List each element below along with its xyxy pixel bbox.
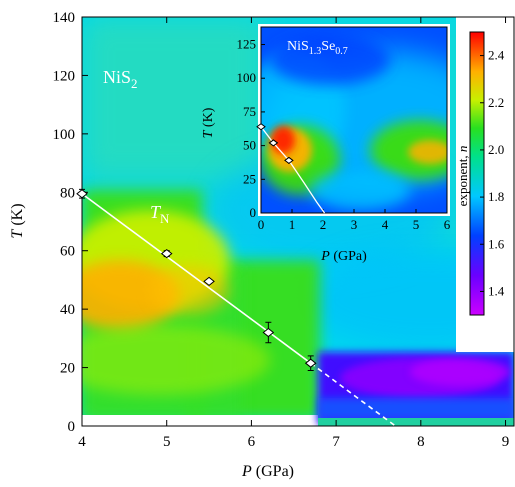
main-y-axis: 0 20 40 60 80 100 120 140: [53, 10, 88, 435]
main-y-tick-label: 120: [53, 68, 76, 84]
colorbar-tick-label: 1.4: [488, 283, 505, 298]
colorbar-tick-label: 1.8: [488, 189, 504, 204]
main-y-tick-label: 40: [60, 302, 75, 318]
inset-y-tick-label: 75: [243, 104, 256, 119]
colorbar-ticks: 1.4 1.6 1.8 2.0 2.2 2.4: [480, 48, 505, 298]
main-axes-frame: [81, 16, 515, 427]
inset-y-tick-label: 25: [243, 171, 256, 186]
main-y-tick-label: 20: [60, 361, 75, 377]
inset-y-tick-label: 50: [243, 138, 256, 153]
colorbar-label: exponent, n: [455, 146, 470, 207]
main-y-tick-label: 60: [60, 244, 75, 260]
inset-x-label: P (GPa): [320, 249, 367, 264]
inset-data-point: [284, 156, 294, 165]
colorbar: [469, 31, 485, 316]
main-x-axis: 4 5 6 7 8 9: [78, 17, 509, 450]
main-x-tick-label: 6: [248, 434, 256, 450]
main-x-tick-label: 4: [78, 434, 86, 450]
main-y-tick-label: 0: [68, 419, 76, 435]
inset-data-point: [268, 139, 279, 147]
inset-title: NiS1.3Se0.7: [287, 39, 348, 57]
inset-y-tick-label: 100: [237, 70, 257, 85]
main-data-point: [262, 327, 275, 338]
inset-x-tick-label: 3: [351, 217, 358, 232]
inset-y-tick-label: 125: [237, 37, 257, 52]
inset-x-tick-label: 4: [382, 217, 389, 232]
inset-data-points: [256, 123, 294, 165]
main-x-tick-label: 5: [163, 434, 171, 450]
colorbar-tick-label: 2.0: [488, 142, 504, 157]
main-x-tick-label: 7: [332, 434, 340, 450]
main-data-point: [160, 248, 173, 259]
main-data-point: [203, 276, 215, 287]
main-y-tick-label: 140: [53, 10, 76, 26]
inset-x-tick-label: 2: [320, 217, 327, 232]
main-fit-lines: [81, 193, 396, 427]
colorbar-tick-label: 2.4: [488, 48, 505, 63]
inset-fit-curve: [260, 126, 326, 214]
inset-x-tick-label: 0: [258, 217, 265, 232]
main-data-points: [76, 188, 317, 371]
main-data-point: [76, 189, 88, 199]
colorbar-tick-label: 2.2: [488, 95, 504, 110]
inset-y-tick-label: 0: [250, 205, 257, 220]
main-y-label: T (K): [9, 203, 26, 238]
tn-fit-line: [81, 193, 312, 364]
inset-y-axis: 0 25 50 75 100 125: [237, 37, 265, 220]
inset-x-tick-label: 5: [413, 217, 420, 232]
inset-heatmap: [261, 27, 447, 213]
main-x-label: P (GPa): [241, 463, 294, 480]
inset-data-point: [256, 123, 266, 131]
tn-annotation: TN: [150, 202, 170, 226]
inset-x-tick-label: 1: [289, 217, 296, 232]
colorbar-tick-label: 1.6: [488, 236, 505, 251]
main-y-tick-label: 100: [53, 127, 76, 143]
inset-x-tick-label: 6: [444, 217, 451, 232]
inset-y-label: T (K): [201, 107, 216, 138]
inset-x-axis: 0 1 2 3 4 5 6: [258, 209, 451, 232]
main-x-tick-label: 9: [502, 434, 510, 450]
main-y-tick-label: 80: [60, 185, 75, 201]
main-title: NiS2: [103, 67, 138, 91]
main-data-point: [304, 358, 317, 368]
inset-tn-curve: [260, 126, 326, 214]
main-x-tick-label: 8: [417, 434, 425, 450]
